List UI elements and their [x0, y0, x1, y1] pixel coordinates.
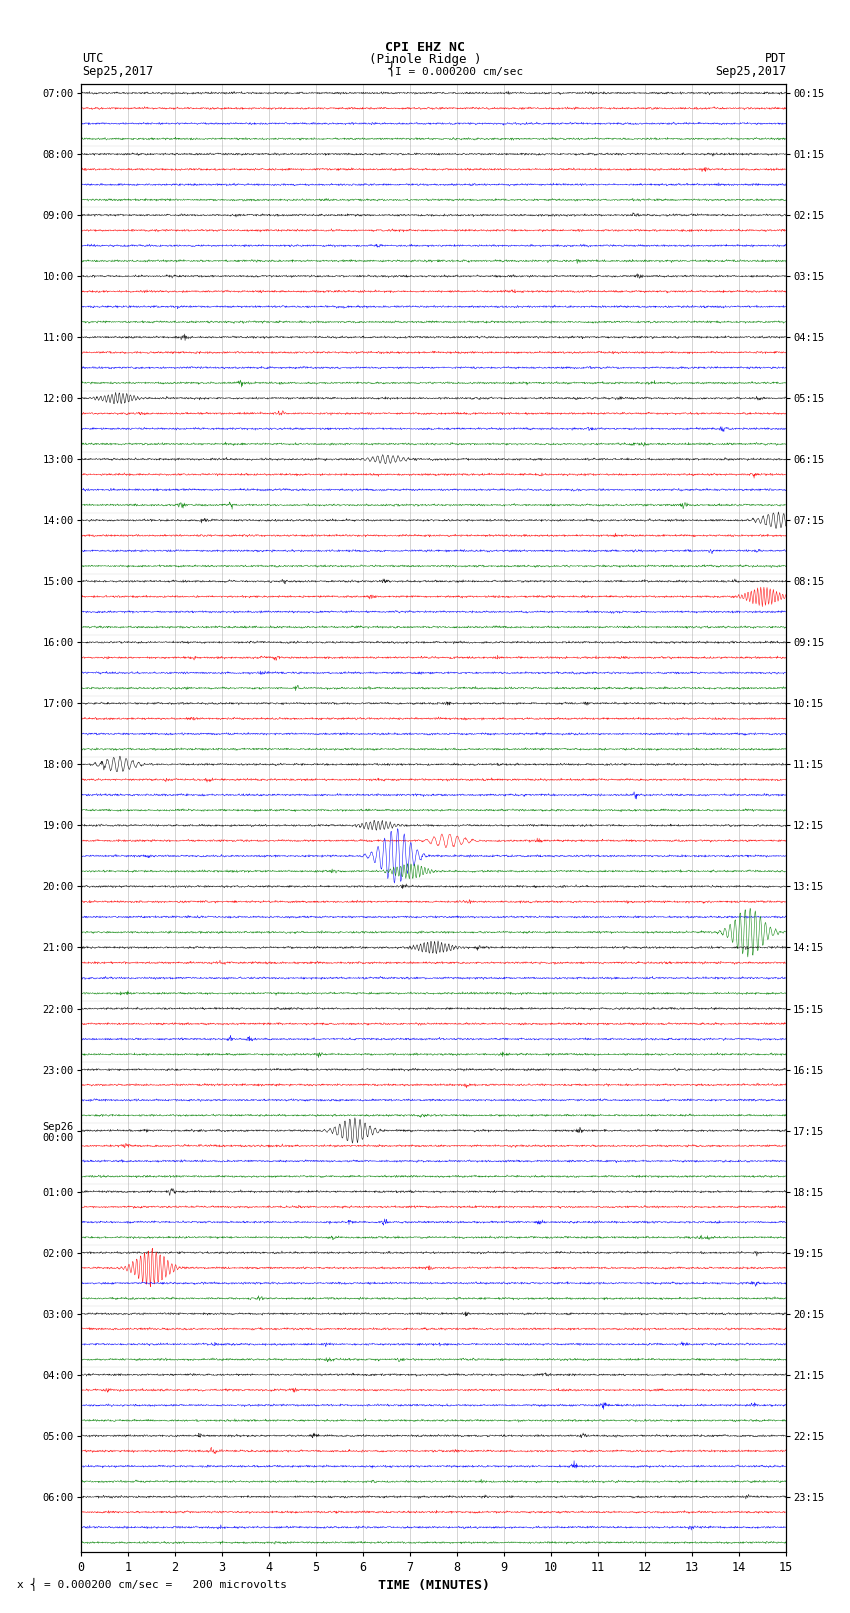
- Text: (Pinole Ridge ): (Pinole Ridge ): [369, 53, 481, 66]
- Text: Sep25,2017: Sep25,2017: [715, 65, 786, 77]
- Text: Sep25,2017: Sep25,2017: [82, 65, 154, 77]
- Text: CPI EHZ NC: CPI EHZ NC: [385, 40, 465, 53]
- Text: ⎨: ⎨: [388, 60, 395, 76]
- Text: x ⎨ = 0.000200 cm/sec =   200 microvolts: x ⎨ = 0.000200 cm/sec = 200 microvolts: [17, 1578, 287, 1590]
- Text: PDT: PDT: [765, 52, 786, 65]
- Text: UTC: UTC: [82, 52, 104, 65]
- X-axis label: TIME (MINUTES): TIME (MINUTES): [377, 1579, 490, 1592]
- Text: I = 0.000200 cm/sec: I = 0.000200 cm/sec: [395, 66, 524, 77]
